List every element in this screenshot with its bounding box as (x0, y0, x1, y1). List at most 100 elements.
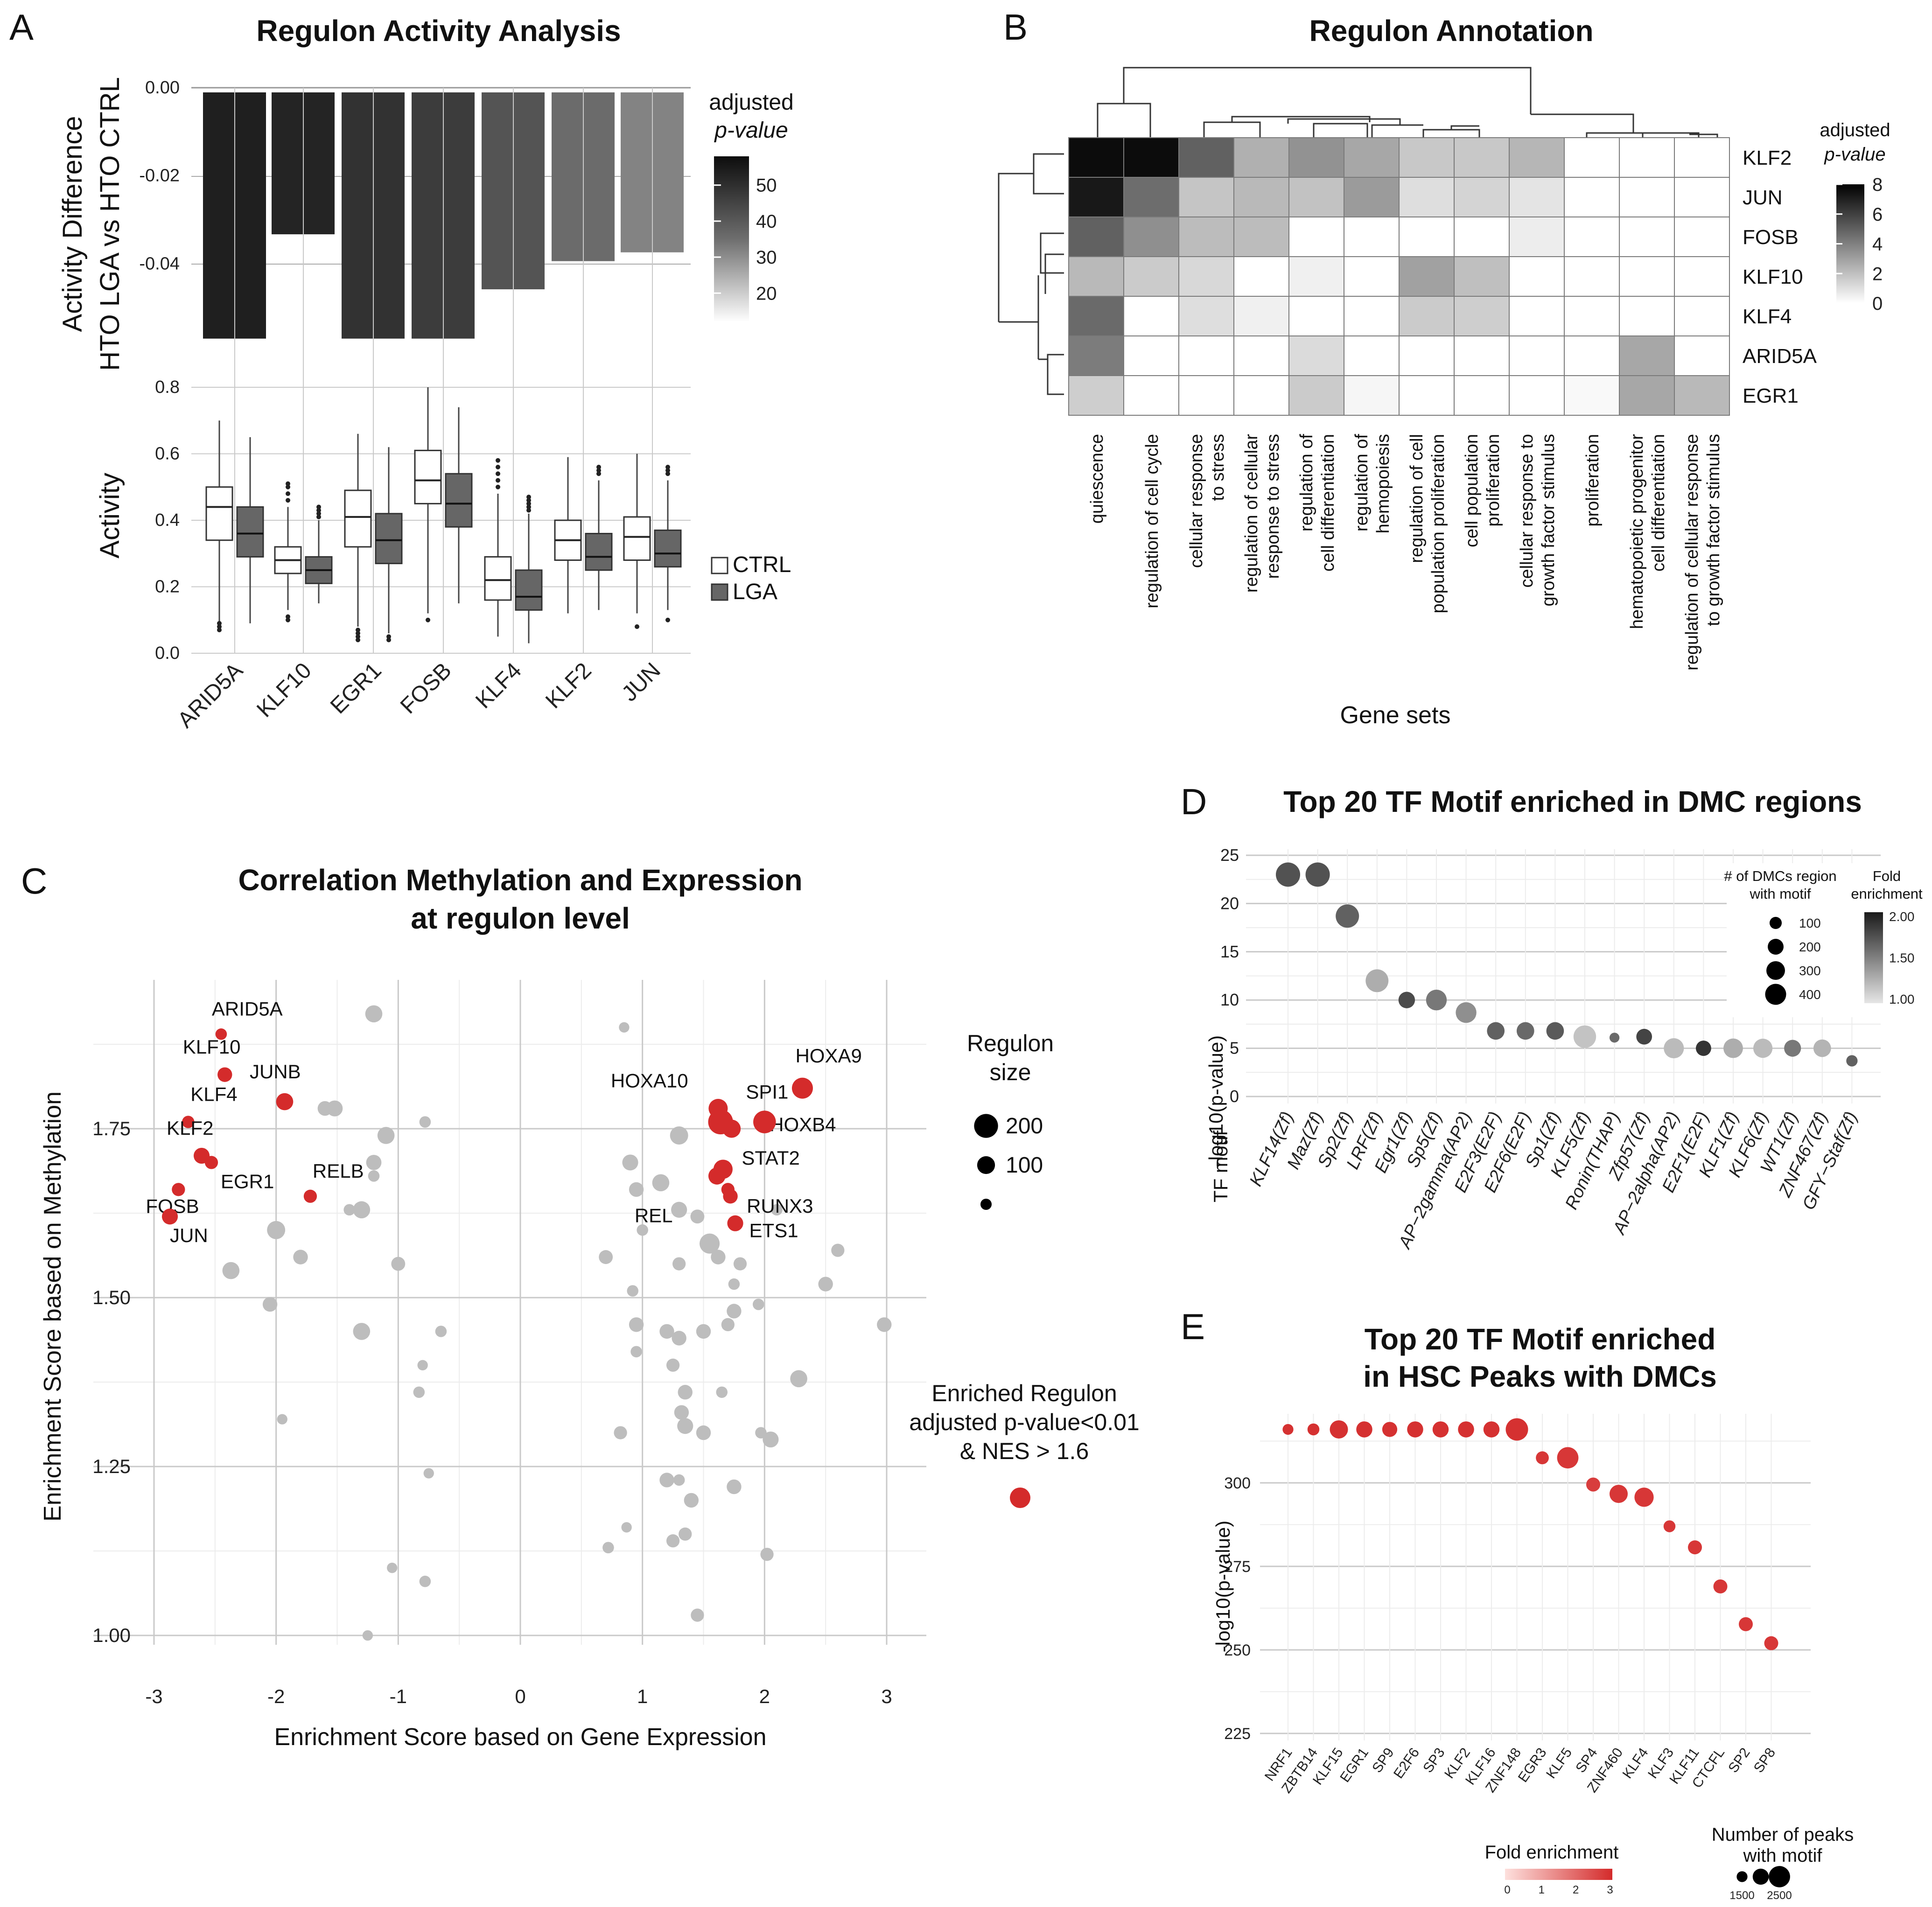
point-label: KLF2 (167, 1117, 213, 1139)
motif-point (1846, 1055, 1858, 1067)
color-legend-title-line2: enrichment (1851, 886, 1923, 902)
panel-e-title-line1: Top 20 TF Motif enriched (1365, 1322, 1716, 1356)
heatmap-cell (1674, 217, 1730, 257)
outlier-point (286, 491, 290, 496)
scatter-point-enriched (303, 1189, 317, 1203)
panel-a-group-legend: CTRL LGA (711, 552, 791, 604)
heatmap-cell (1674, 256, 1730, 297)
enriched-legend-line1: Enriched Regulon (931, 1380, 1117, 1406)
y-axis-title-line2: HTO LGA vs HTO CTRL (95, 77, 125, 371)
outlier-point (426, 617, 430, 622)
size-legend-title-line1: # of DMCs region (1724, 868, 1836, 884)
scatter-point-enriched (722, 1119, 741, 1138)
panel-b-letter: B (1003, 7, 1028, 48)
column-label: regulation of cell cycle (1142, 434, 1162, 608)
outlier-point (526, 504, 531, 510)
heatmap-cell (1344, 137, 1400, 178)
scatter-point-other (831, 1243, 845, 1257)
scatter-point-other (763, 1431, 779, 1448)
y-tick-label: 0.2 (155, 577, 180, 597)
axis-ticks: 225250275300NRF1ZBTB14KLF15EGR1SP9E2F6SP… (1224, 1474, 1778, 1796)
heatmap-cell (1509, 335, 1565, 376)
point-label: JUNB (250, 1061, 301, 1083)
color-bar-label: 20 (756, 283, 777, 304)
color-bar-label: 50 (756, 175, 777, 196)
outlier-point (526, 501, 531, 506)
box-lga (515, 569, 543, 611)
scatter-point-other (672, 1331, 686, 1346)
heatmap-cell (1068, 296, 1124, 336)
y-axis-title: Enrichment Score based on Methylation (39, 1091, 66, 1522)
heatmap-cell (1509, 375, 1565, 416)
size-legend-label: 100 (1006, 1153, 1043, 1178)
heatmap-cell (1178, 296, 1234, 336)
scatter-point-other (752, 1299, 764, 1310)
heatmap-cell (1619, 256, 1675, 297)
outlier-point (665, 468, 670, 473)
size-legend-title-line2: size (990, 1059, 1031, 1085)
outlier-point (356, 634, 360, 639)
x-tick-label: SP8 (1751, 1745, 1779, 1775)
motif-point (1664, 1038, 1684, 1059)
size-legend-label: 400 (1799, 987, 1821, 1002)
column-label: regulation of (1297, 434, 1316, 532)
motif-point (1610, 1485, 1628, 1503)
x-tick-label: -3 (145, 1685, 162, 1707)
outlier-point (316, 508, 321, 513)
grid (93, 980, 926, 1645)
color-bar-label: 6 (1872, 204, 1883, 225)
heatmap-cell (1288, 335, 1344, 376)
box-ctrl (623, 516, 651, 561)
scatter-point-other (677, 1418, 693, 1434)
x-tick-label: E2F6 (1391, 1745, 1422, 1781)
motif-point (1330, 1420, 1348, 1439)
heatmap-cell (1233, 256, 1289, 297)
y-tick-label: 1.50 (92, 1286, 131, 1308)
column-label: cell differentiation (1318, 434, 1338, 572)
scatter-point-enriched (713, 1160, 733, 1179)
heatmap-cell (1509, 217, 1565, 257)
motif-point (1813, 1039, 1831, 1057)
column-label: quiescence (1087, 434, 1107, 524)
scatter-point-other (670, 1126, 688, 1145)
motif-point (1336, 904, 1359, 928)
grid (1246, 849, 1881, 1104)
scatter-point-other (629, 1317, 644, 1332)
scatter-point-enriched (723, 1189, 738, 1204)
heatmap-cell (1123, 217, 1179, 257)
motif-point (1753, 1038, 1773, 1058)
panel-e-legend: Fold enrichment 0 1 2 3 Number of peaks wit… (1485, 1824, 1854, 1902)
y-tick-label: 1.00 (92, 1624, 131, 1646)
outlier-point (496, 484, 500, 489)
heatmap-cell (1674, 177, 1730, 217)
legend-title-line1: adjusted (709, 90, 793, 115)
legend-label-lga: LGA (733, 580, 777, 604)
scatter-point-other (790, 1370, 807, 1388)
size-legend-label: 300 (1799, 964, 1821, 978)
heatmap-cell (1509, 177, 1565, 217)
outlier-point (665, 465, 670, 469)
color-bar-label: 40 (756, 211, 777, 232)
heatmap-cell (1454, 375, 1510, 416)
x-tick-label: FOSB (396, 658, 456, 719)
scatter-point-other (621, 1522, 632, 1533)
x-tick-label: EGR1 (326, 658, 386, 719)
box-ctrl (344, 489, 372, 548)
x-tick-label: KLF4 (471, 658, 526, 713)
motif-point (1487, 1022, 1505, 1040)
heatmap-cell (1068, 177, 1124, 217)
scatter-point-other (419, 1116, 431, 1128)
heatmap-cell (1178, 217, 1234, 257)
panel-b: B Regulon Annotation (998, 7, 1890, 729)
outlier-point (526, 498, 531, 503)
motif-point (1739, 1617, 1753, 1631)
point-label: KLF10 (183, 1036, 241, 1058)
points (1282, 1418, 1778, 1650)
box-lga (375, 513, 403, 565)
box-ctrl (484, 556, 512, 601)
outlier-point (496, 458, 500, 463)
y-tick-labels: 0.0 0.2 0.4 0.6 0.8 (155, 377, 180, 663)
heatmap-cell (1674, 296, 1730, 336)
scatter-point-other (391, 1257, 406, 1271)
color-bar-label: 4 (1872, 234, 1883, 255)
